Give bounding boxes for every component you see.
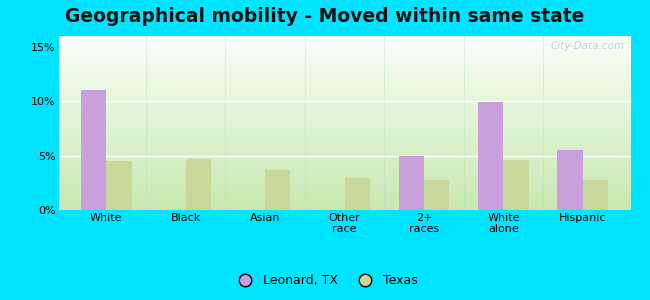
Legend: Leonard, TX, Texas: Leonard, TX, Texas <box>227 269 422 292</box>
Bar <box>558 150 583 210</box>
Bar <box>344 178 370 210</box>
Bar <box>265 170 291 210</box>
Bar <box>478 102 503 210</box>
Bar <box>398 156 424 210</box>
Text: City-Data.com: City-Data.com <box>551 41 625 51</box>
Bar <box>106 161 131 210</box>
Bar <box>81 90 106 210</box>
Bar <box>583 179 608 210</box>
Bar <box>424 179 449 210</box>
Bar <box>186 159 211 210</box>
Text: Geographical mobility - Moved within same state: Geographical mobility - Moved within sam… <box>65 8 585 26</box>
Bar <box>503 160 529 210</box>
